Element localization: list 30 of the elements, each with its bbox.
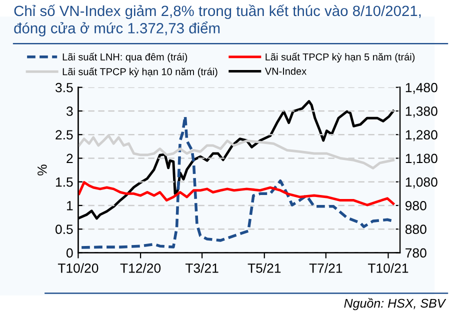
y-tick-label: 0.5 <box>56 224 73 234</box>
x-tick-label: T10/20 <box>58 263 98 273</box>
y-tick-label: 1 <box>67 201 73 210</box>
y2-tick-label: 1,080 <box>406 177 438 188</box>
y2-tick-label: 1,480 <box>406 82 438 94</box>
y-tick-label: 1.5 <box>56 178 73 187</box>
legend-label: Lãi suất TPCP kỳ hạn 10 năm (trái) <box>62 67 218 78</box>
y-tick-label: 3.5 <box>56 82 73 92</box>
legend-label: VN-Index <box>264 67 306 75</box>
y2-tick-label: 980 <box>406 201 426 210</box>
legend-label: Lãi suất LNH: qua đêm (trái) <box>62 52 188 62</box>
x-tick-label: T10/21 <box>368 263 408 273</box>
y2-tick-label: 1,180 <box>406 154 438 165</box>
y-tick-label: 2 <box>66 154 73 164</box>
text: Nguồn: HSX, SBV <box>344 298 446 310</box>
y-tick-label: 2.5 <box>56 130 73 140</box>
x-tick-label: T7/21 <box>309 263 342 273</box>
y2-tick-label: 1,280 <box>406 130 438 142</box>
y-axis-title: % <box>38 164 47 176</box>
x-tick-label: T3/21 <box>185 263 218 273</box>
line-series <box>78 181 395 206</box>
x-tick-label: T5/21 <box>248 263 281 273</box>
y2-tick-label: 1,380 <box>406 106 438 118</box>
y2-tick-label: 780 <box>406 248 426 258</box>
chart-title: Chỉ số VN-Index giảm 2,8% trong tuần kết thúc vào 8/10/2021, đóng cửa ở mức 1.372,73 điểm <box>14 4 421 36</box>
y-tick-label: 0 <box>66 248 73 258</box>
x-tick-label: T12/20 <box>120 263 161 273</box>
y2-tick-label: 880 <box>405 224 426 234</box>
y-tick-label: 3 <box>66 106 73 116</box>
legend-label: Lãi suất TPCP kỳ hạn 5 năm (trái) <box>266 52 415 62</box>
